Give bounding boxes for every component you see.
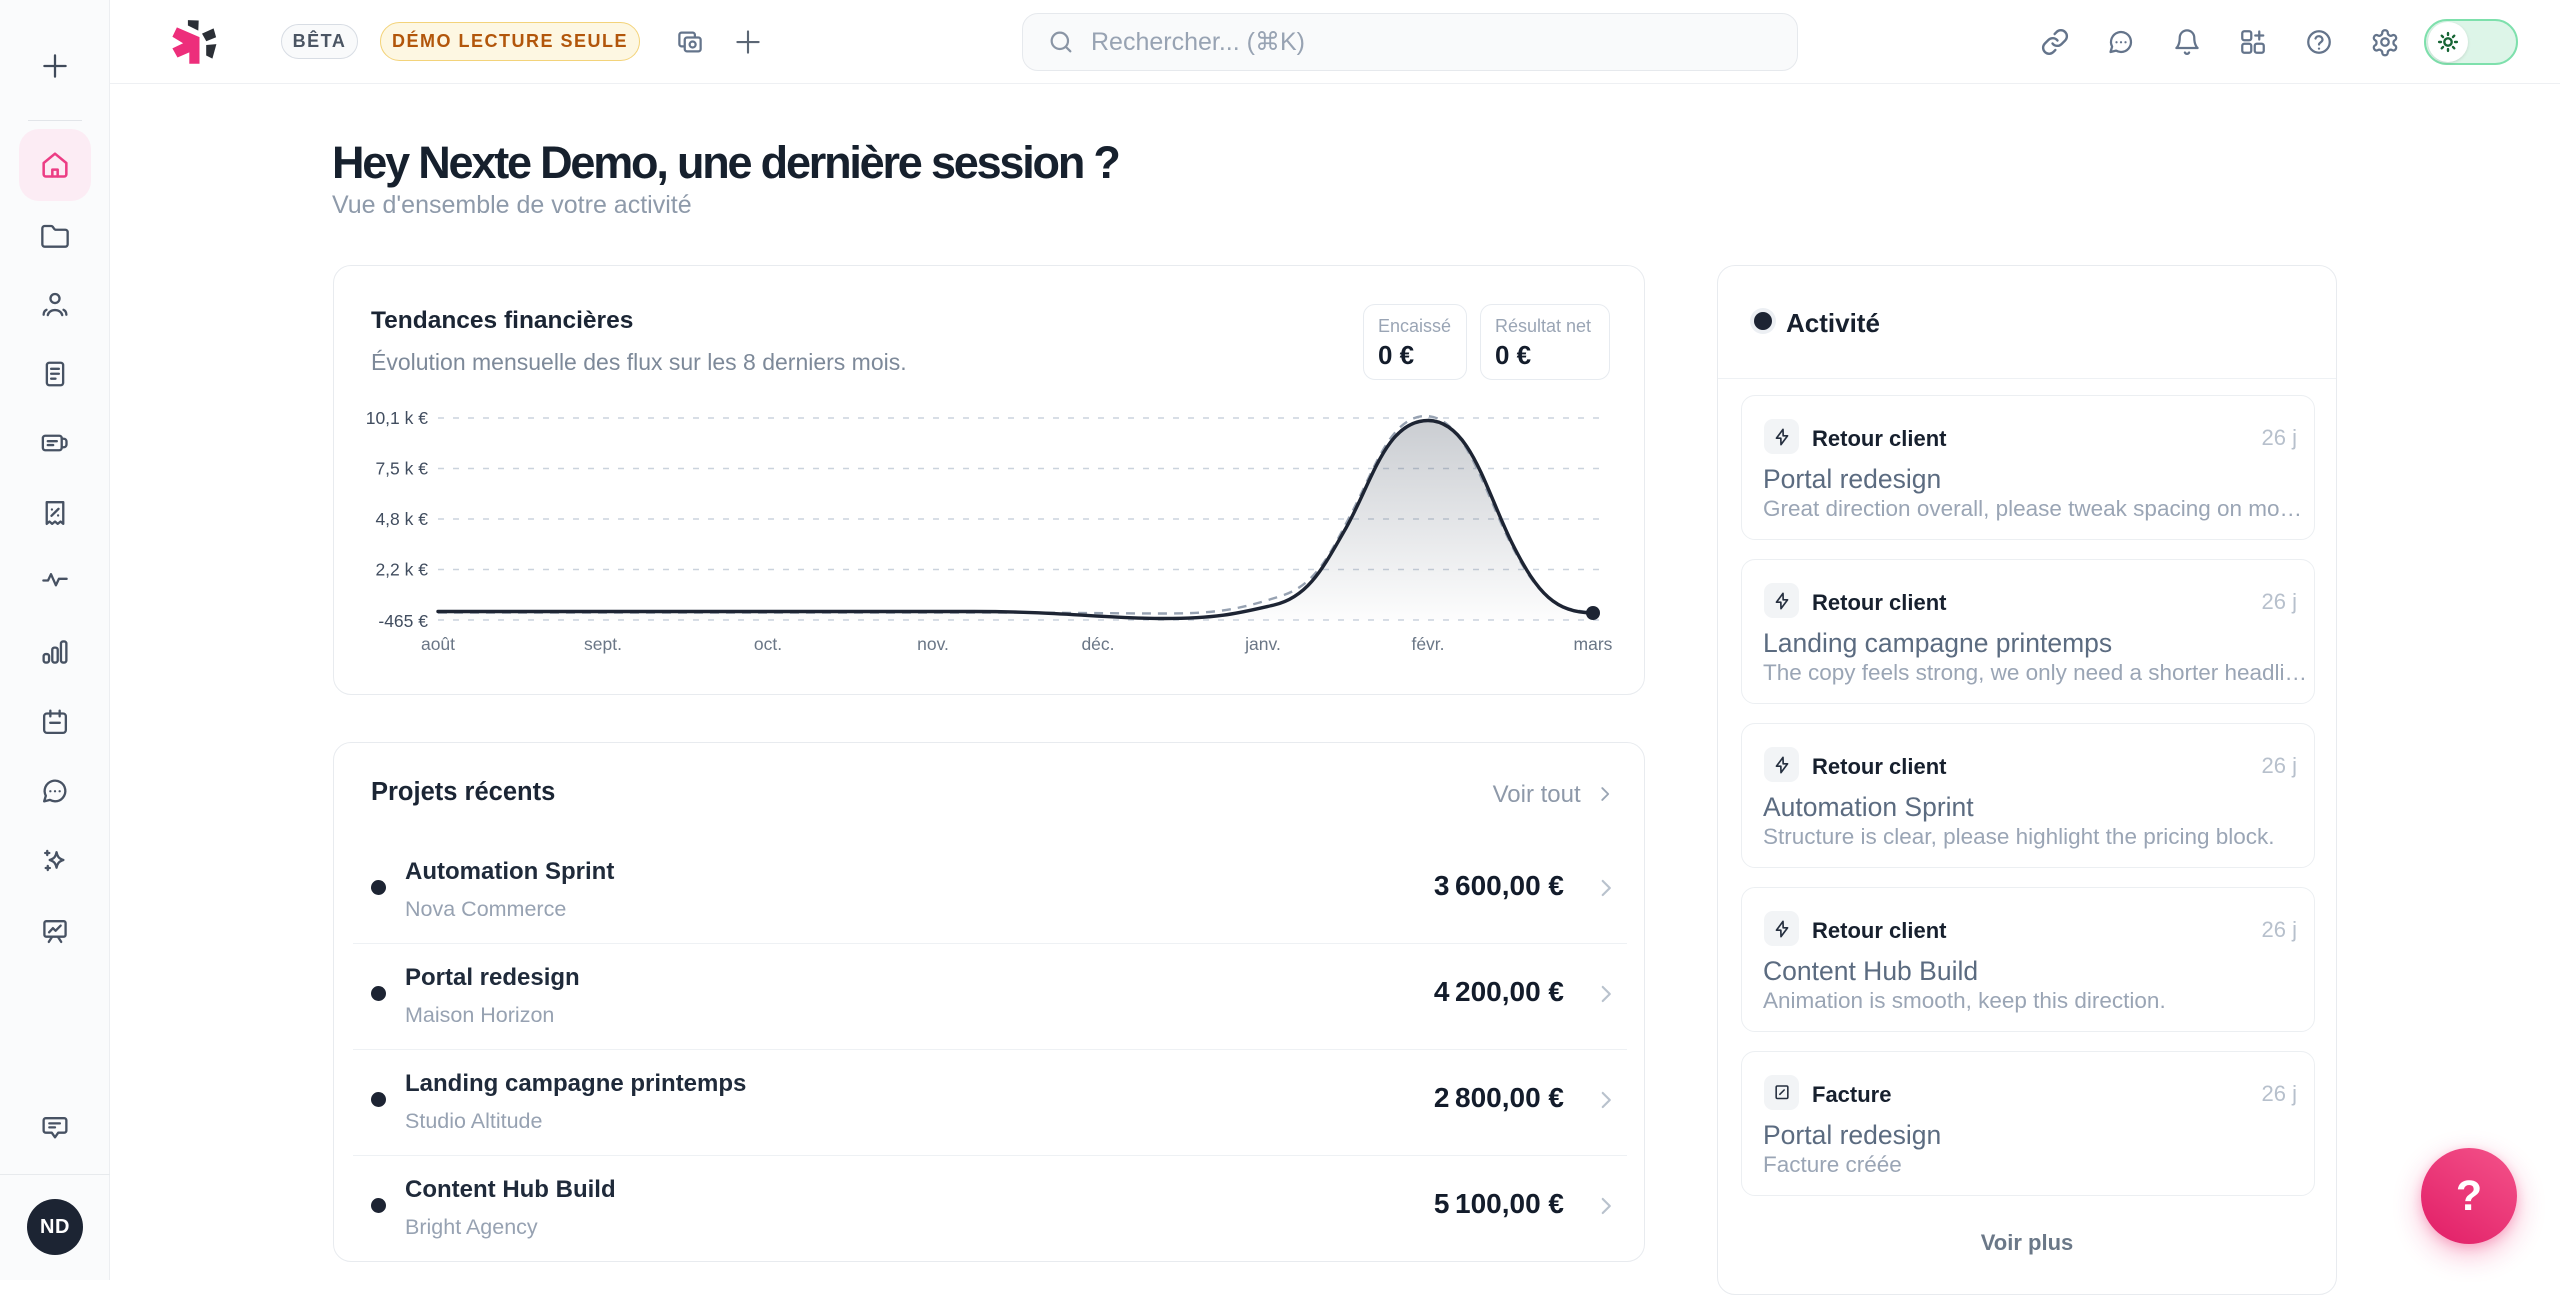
- svg-text:oct.: oct.: [754, 634, 782, 654]
- svg-text:mars: mars: [1574, 634, 1613, 654]
- svg-text:10,1 k €: 10,1 k €: [366, 408, 429, 428]
- svg-text:févr.: févr.: [1411, 634, 1444, 654]
- svg-text:2,2 k €: 2,2 k €: [375, 560, 428, 580]
- svg-text:4,8 k €: 4,8 k €: [375, 509, 428, 529]
- svg-text:janv.: janv.: [1244, 634, 1281, 654]
- svg-text:août: août: [421, 634, 455, 654]
- svg-text:sept.: sept.: [584, 634, 622, 654]
- svg-text:7,5 k €: 7,5 k €: [375, 459, 428, 479]
- svg-text:-465 €: -465 €: [378, 611, 428, 631]
- svg-text:nov.: nov.: [917, 634, 949, 654]
- svg-text:déc.: déc.: [1081, 634, 1114, 654]
